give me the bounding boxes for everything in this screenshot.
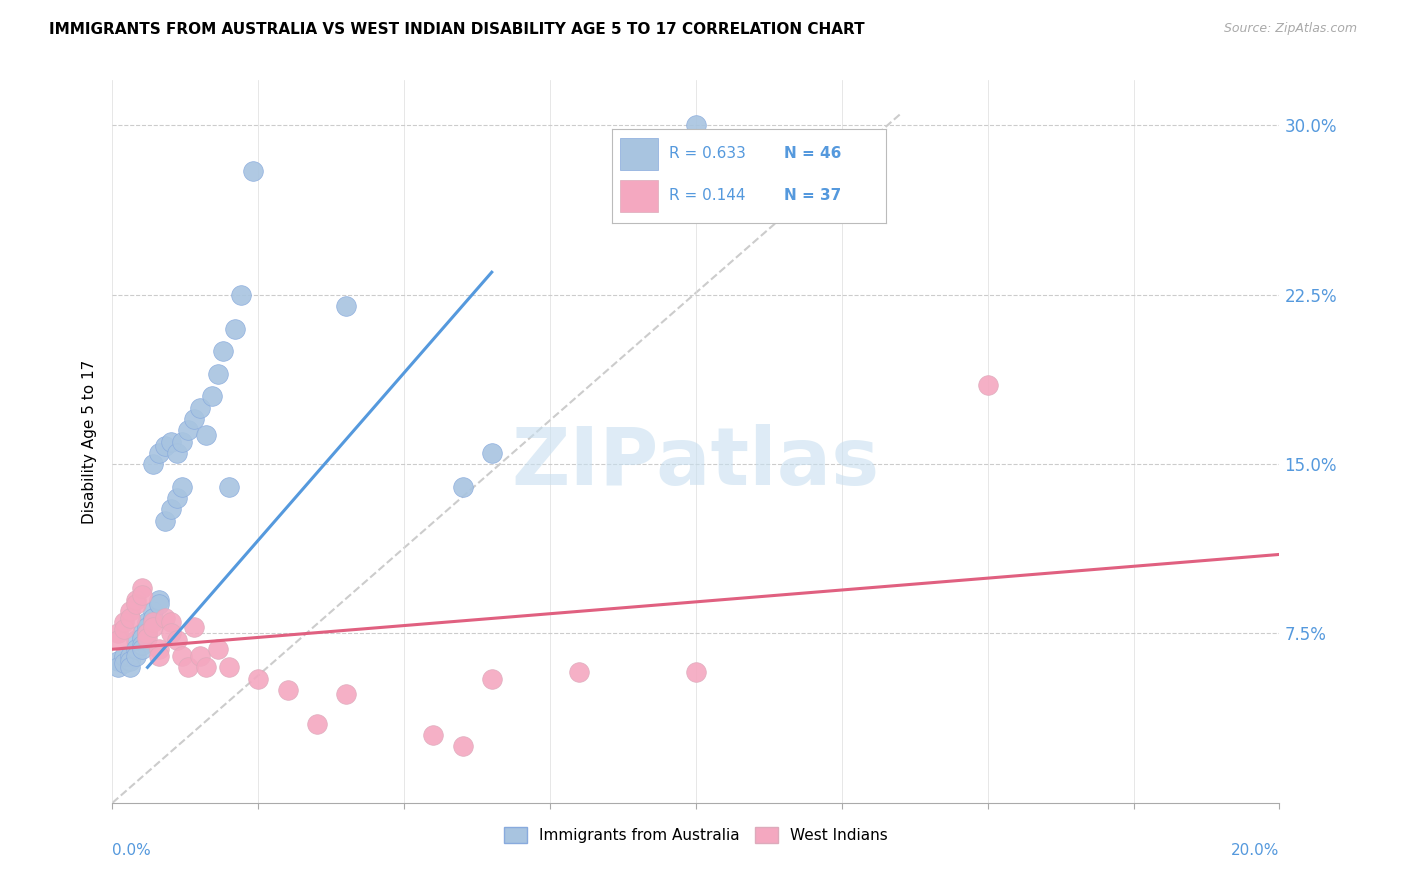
Point: [422, 728, 444, 742]
Point: [335, 299, 357, 313]
Point: [224, 321, 246, 335]
Point: [188, 401, 211, 415]
Point: [148, 597, 170, 611]
Point: [142, 457, 165, 471]
Point: [142, 604, 165, 618]
Point: [148, 648, 170, 663]
Point: [177, 660, 200, 674]
Point: [118, 604, 141, 618]
Point: [131, 626, 153, 640]
Point: [166, 446, 188, 460]
Point: [201, 389, 224, 403]
Point: [481, 446, 503, 460]
Text: ZIPatlas: ZIPatlas: [512, 425, 880, 502]
Point: [107, 660, 129, 674]
Point: [125, 648, 148, 663]
Point: [685, 119, 707, 133]
Point: [112, 615, 135, 630]
Point: [153, 514, 176, 528]
Point: [177, 423, 200, 437]
Point: [160, 434, 183, 449]
FancyBboxPatch shape: [620, 180, 658, 211]
Point: [148, 642, 170, 657]
Text: IMMIGRANTS FROM AUSTRALIA VS WEST INDIAN DISABILITY AGE 5 TO 17 CORRELATION CHAR: IMMIGRANTS FROM AUSTRALIA VS WEST INDIAN…: [49, 22, 865, 37]
Point: [131, 582, 153, 596]
Point: [305, 716, 328, 731]
Point: [131, 631, 153, 645]
Point: [160, 615, 183, 630]
Point: [136, 626, 159, 640]
Point: [118, 648, 141, 663]
Point: [188, 648, 211, 663]
Point: [451, 739, 474, 754]
Point: [142, 615, 165, 630]
Point: [136, 631, 159, 645]
Point: [229, 287, 252, 301]
Point: [107, 633, 129, 648]
Point: [153, 610, 176, 624]
Point: [207, 642, 229, 657]
Text: R = 0.633: R = 0.633: [669, 145, 747, 161]
Point: [131, 642, 153, 657]
Point: [125, 633, 148, 648]
Text: R = 0.144: R = 0.144: [669, 188, 745, 202]
Point: [183, 412, 205, 426]
Point: [247, 672, 270, 686]
Text: Source: ZipAtlas.com: Source: ZipAtlas.com: [1223, 22, 1357, 36]
Point: [118, 610, 141, 624]
Point: [218, 480, 240, 494]
Point: [451, 480, 474, 494]
Point: [107, 654, 129, 668]
Point: [107, 626, 129, 640]
Point: [242, 163, 264, 178]
Point: [276, 682, 298, 697]
Point: [166, 491, 188, 505]
Point: [481, 672, 503, 686]
Point: [172, 480, 194, 494]
Point: [125, 592, 148, 607]
Point: [118, 654, 141, 668]
Point: [976, 378, 998, 392]
Point: [112, 656, 135, 670]
Point: [183, 620, 205, 634]
Point: [212, 344, 235, 359]
Point: [112, 648, 135, 663]
Point: [118, 660, 141, 674]
Point: [153, 439, 176, 453]
Text: 20.0%: 20.0%: [1232, 843, 1279, 857]
Point: [131, 588, 153, 602]
Legend: Immigrants from Australia, West Indians: Immigrants from Australia, West Indians: [498, 822, 894, 849]
Point: [568, 665, 591, 679]
Point: [142, 610, 165, 624]
Point: [142, 620, 165, 634]
Point: [136, 615, 159, 630]
Point: [160, 502, 183, 516]
Point: [335, 687, 357, 701]
Point: [194, 660, 217, 674]
Point: [125, 597, 148, 611]
Point: [172, 434, 194, 449]
Point: [218, 660, 240, 674]
Text: N = 46: N = 46: [785, 145, 842, 161]
Point: [131, 638, 153, 652]
Text: N = 37: N = 37: [785, 188, 842, 202]
Point: [125, 642, 148, 657]
Point: [172, 648, 194, 663]
Point: [160, 626, 183, 640]
Point: [148, 592, 170, 607]
Text: 0.0%: 0.0%: [112, 843, 152, 857]
Point: [136, 620, 159, 634]
Y-axis label: Disability Age 5 to 17: Disability Age 5 to 17: [82, 359, 97, 524]
FancyBboxPatch shape: [620, 137, 658, 169]
Point: [207, 367, 229, 381]
Point: [194, 427, 217, 442]
Point: [136, 626, 159, 640]
Point: [112, 622, 135, 636]
Point: [685, 665, 707, 679]
Point: [166, 633, 188, 648]
Point: [148, 446, 170, 460]
